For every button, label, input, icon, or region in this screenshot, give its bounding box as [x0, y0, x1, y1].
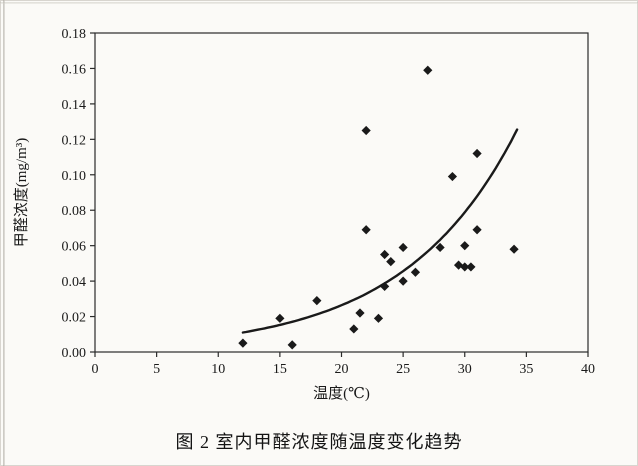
y-tick-label: 0.00: [62, 346, 87, 361]
data-point-marker: [386, 257, 396, 267]
data-point-marker: [460, 241, 470, 251]
x-tick-label: 30: [458, 362, 472, 377]
data-point-marker: [312, 296, 322, 306]
data-point-marker: [287, 340, 297, 350]
x-tick-label: 0: [92, 362, 99, 377]
data-point-marker: [361, 225, 371, 235]
y-tick-label: 0.02: [62, 311, 87, 326]
scan-edge-top: [0, 2, 638, 4]
x-tick-label: 40: [581, 362, 595, 377]
x-tick-label: 15: [273, 362, 287, 377]
y-axis-label: 甲醛浓度(mg/m³): [13, 138, 30, 248]
x-tick-label: 35: [519, 362, 533, 377]
data-point-marker: [373, 313, 384, 323]
data-point-marker: [380, 249, 390, 260]
y-tick-label: 0.14: [62, 98, 87, 113]
y-tick-label: 0.12: [62, 133, 87, 148]
data-point-marker: [410, 267, 421, 277]
data-point-marker: [238, 338, 248, 348]
data-point-marker: [361, 125, 371, 136]
y-tick-label: 0.16: [62, 62, 87, 77]
trend-line: [241, 128, 519, 334]
data-point-marker: [380, 281, 390, 292]
x-tick-label: 5: [153, 362, 160, 377]
x-tick-label: 10: [211, 362, 225, 377]
y-tick-label: 0.10: [62, 169, 87, 184]
y-tick-label: 0.08: [62, 204, 87, 219]
data-point-marker: [398, 242, 408, 253]
x-tick-label: 20: [335, 362, 349, 377]
data-point-marker: [398, 276, 408, 286]
data-point-marker: [466, 262, 476, 272]
x-axis-label: 温度(℃): [313, 385, 370, 402]
chart-svg: 0 5 10 15 20 25 30 35 40 0.00 0.02 0.04 0.06 0.08 0.10…: [13, 27, 595, 402]
data-point-marker: [423, 65, 433, 75]
data-point-marker: [472, 148, 482, 159]
y-tick-label: 0.04: [62, 275, 87, 290]
data-point-marker: [453, 260, 464, 270]
data-point-marker: [355, 308, 365, 318]
x-tick-label: 25: [396, 362, 410, 377]
figure-caption: 图 2 室内甲醛浓度随温度变化趋势: [175, 432, 463, 452]
scan-edge-left: [3, 0, 5, 466]
data-point-marker: [349, 324, 359, 334]
chart-area: 0 5 10 15 20 25 30 35 40 0.00 0.02 0.04 0.06 0.08 0.10…: [0, 6, 638, 416]
data-point-marker: [509, 244, 519, 254]
data-point-marker: [435, 242, 445, 253]
data-point-marker: [472, 225, 482, 235]
data-point-marker: [447, 171, 458, 182]
data-point-marker: [460, 262, 470, 272]
y-tick-label: 0.06: [62, 240, 87, 255]
y-tick-label: 0.18: [62, 27, 87, 42]
data-point-marker: [275, 313, 285, 323]
